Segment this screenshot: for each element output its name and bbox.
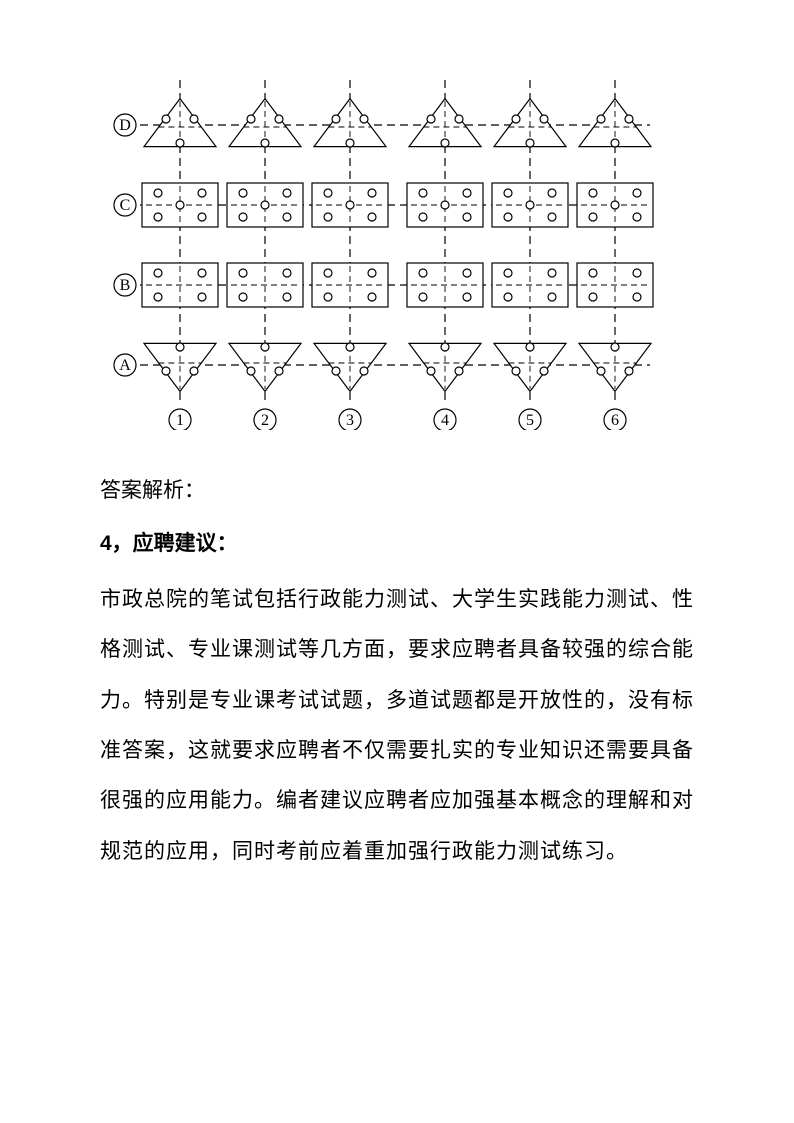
svg-text:D: D — [119, 117, 131, 134]
svg-text:C: C — [120, 197, 131, 214]
section-heading: 4，应聘建议： — [100, 519, 694, 569]
svg-text:5: 5 — [526, 412, 534, 429]
svg-text:6: 6 — [611, 412, 619, 429]
svg-text:4: 4 — [441, 412, 449, 429]
svg-text:3: 3 — [346, 412, 354, 429]
diagram-svg: D C B A 1 2 3 4 5 6 — [110, 70, 670, 430]
structural-diagram: D C B A 1 2 3 4 5 6 — [110, 70, 694, 435]
answer-analysis-label: 答案解析： — [100, 465, 694, 515]
svg-text:1: 1 — [176, 412, 184, 429]
advice-paragraph: 市政总院的笔试包括行政能力测试、大学生实践能力测试、性格测试、专业课测试等几方面… — [100, 574, 694, 876]
svg-text:A: A — [119, 357, 131, 374]
svg-text:2: 2 — [261, 412, 269, 429]
text-content: 答案解析： 4，应聘建议： 市政总院的笔试包括行政能力测试、大学生实践能力测试、… — [100, 465, 694, 876]
svg-text:B: B — [120, 277, 131, 294]
